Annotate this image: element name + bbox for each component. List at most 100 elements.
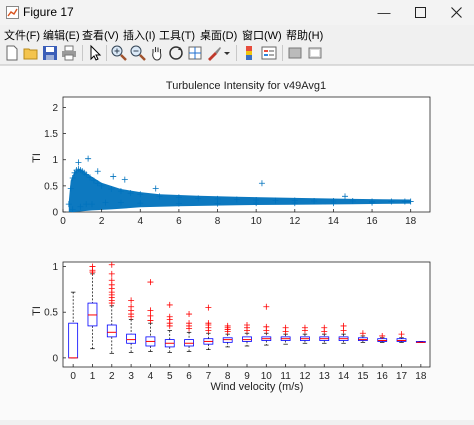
new-figure-icon[interactable] [3,44,21,62]
scatter-point [195,195,202,202]
outlier-point [186,311,193,318]
menu-file[interactable]: 文件(F) [4,30,41,42]
outlier-point [166,301,173,308]
box [126,333,137,344]
maximize-icon [414,7,426,18]
close-icon [450,7,462,18]
x-tick-label: 14 [328,216,340,227]
x-tick-label: 17 [396,371,408,382]
toolbar-separator [106,45,107,61]
menu-desktop[interactable]: 桌面(D) [200,30,238,42]
outlier-point [186,320,193,327]
chevron-down-icon[interactable] [222,44,232,62]
outlier-point [321,324,328,331]
minimize-button[interactable]: — [366,0,402,25]
boxplot-axes[interactable]: TI Wind velocity (m/s) 0 1 2 3 4 5 6 7 8 9 10 11 12 1… [31,261,431,393]
menu-edit[interactable]: 编辑(E) [43,30,80,42]
zoom-in-icon[interactable] [110,44,128,62]
zoom-out-icon[interactable] [129,44,147,62]
scatter-point [342,193,349,200]
brush-icon[interactable] [205,44,223,62]
scatter-point [258,180,265,187]
outlier-point [147,279,154,286]
show-plot-tools-icon[interactable] [306,44,324,62]
print-icon[interactable] [60,44,78,62]
outlier-point [128,297,135,304]
x-tick-label: 8 [215,216,221,227]
outlier-point [166,313,173,320]
scatter-points [65,155,414,213]
open-file-icon[interactable] [22,44,40,62]
scatter-point [175,194,182,201]
scatter-point [233,196,240,203]
outlier-point [205,320,212,327]
legend-icon[interactable] [260,44,278,62]
x-tick-label: 8 [225,371,231,382]
scatter-axes[interactable]: Turbulence Intensity for v49Avg1 TI 0 2 4 6… [31,80,431,227]
scatter-point [87,174,94,181]
scatter-point [401,198,408,205]
title-bar: Figure 17 — [0,0,474,25]
x-tick-label: 18 [415,371,427,382]
scatter-point [83,201,90,208]
y-axis-label: TI [31,306,43,316]
rotate-3d-icon[interactable] [167,44,185,62]
maximize-button[interactable] [402,0,438,25]
outlier-point [398,331,405,338]
hide-plot-tools-icon[interactable] [286,44,304,62]
outlier-point [282,324,289,331]
close-button[interactable] [438,0,474,25]
toolbar [0,42,474,65]
scatter-point [85,155,92,162]
scatter-point [349,198,356,205]
x-tick-label: 12 [299,371,311,382]
x-tick-label: 1 [90,371,96,382]
outlier-point [224,322,231,329]
menu-tools[interactable]: 工具(T) [159,30,196,42]
scatter-point [156,193,163,200]
scatter-point [108,186,115,192]
figure-canvas: Turbulence Intensity for v49Avg1 TI 0 2 4 6… [0,65,474,420]
scatter-point [311,198,318,205]
y-axis-label: TI [31,153,43,163]
outlier-point [147,312,154,319]
x-tick-label: 9 [244,371,250,382]
menu-view[interactable]: 查看(V) [82,30,119,42]
y-tick-label: 0 [52,208,58,219]
scatter-point [330,200,337,207]
menu-insert[interactable]: 插入(I) [123,30,156,42]
outlier-point [244,322,250,328]
menu-help[interactable]: 帮助(H) [286,30,324,42]
menu-window[interactable]: 窗口(W) [242,30,282,42]
scatter-point [117,199,124,206]
outlier-point [340,322,347,329]
minimize-icon: — [377,5,391,20]
outlier-point [108,277,115,284]
scatter-point [121,176,128,183]
pan-icon[interactable] [148,44,166,62]
save-icon[interactable] [41,44,59,62]
scatter-point [253,200,260,207]
box [106,324,117,338]
x-tick-label: 16 [366,216,378,227]
y-tick-label: 0 [52,353,58,364]
pointer-icon[interactable] [86,44,104,62]
colorbar-icon[interactable] [240,44,258,62]
y-tick-label: 2 [52,103,58,114]
x-tick-label: 5 [167,371,173,382]
data-cursor-icon[interactable] [186,44,204,62]
scatter-point [137,191,144,198]
x-tick-label: 18 [405,216,417,227]
scatter-point [127,190,134,197]
scatter-point [83,171,90,178]
x-tick-label: 4 [137,216,143,227]
scatter-point [388,198,395,205]
x-tick-label: 16 [377,371,389,382]
scatter-point [369,199,376,206]
scatter-point [102,199,109,206]
y-tick-label: 1 [52,155,58,166]
scatter-point [214,200,221,207]
toolbar-separator [82,45,83,61]
scatter-point [152,185,159,192]
